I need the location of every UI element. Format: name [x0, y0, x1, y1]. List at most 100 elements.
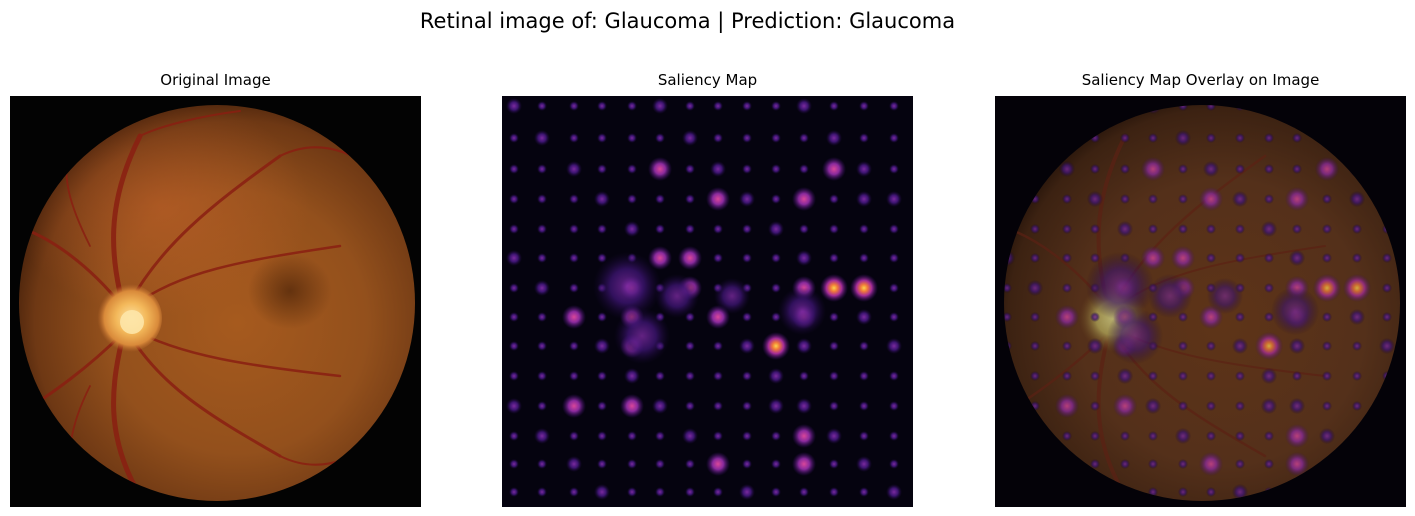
saliency-spot: [706, 187, 730, 211]
saliency-spot: [569, 224, 579, 234]
saliency-spot: [652, 98, 668, 114]
saliency-spot: [713, 224, 723, 234]
saliency-spot: [1289, 338, 1305, 354]
saliency-spot: [627, 487, 637, 497]
saliency-spot: [1343, 274, 1371, 302]
saliency-spot: [1113, 394, 1137, 418]
saliency-spot: [1292, 371, 1302, 381]
saliency-spot: [537, 487, 547, 497]
saliency-spot: [1322, 253, 1332, 263]
saliency-spot: [1352, 253, 1362, 263]
saliency-spot: [829, 224, 839, 234]
saliency-speckle-region: [1107, 308, 1163, 364]
saliency-spot: [1087, 338, 1103, 354]
saliency-spot: [1206, 224, 1216, 234]
saliency-spot: [1206, 401, 1216, 411]
saliency-spot: [1120, 164, 1130, 174]
saliency-spot: [1264, 194, 1274, 204]
saliency-spot: [682, 428, 698, 444]
saliency-spot: [1030, 224, 1040, 234]
saliency-spot: [799, 487, 809, 497]
saliency-spot: [537, 371, 547, 381]
saliency-spot: [1285, 424, 1309, 448]
saliency-spot: [1117, 368, 1133, 384]
saliency-spot: [1322, 371, 1332, 381]
saliency-spot: [1264, 133, 1274, 143]
saliency-spot: [1090, 164, 1100, 174]
saliency-spot: [1178, 224, 1188, 234]
saliency-spot: [886, 191, 902, 207]
saliency-spot: [1264, 283, 1274, 293]
saliency-spot: [1062, 341, 1072, 351]
saliency-spot: [537, 164, 547, 174]
macula: [248, 253, 332, 329]
saliency-spot: [1235, 401, 1245, 411]
panel-title-original: Original Image: [160, 71, 271, 89]
saliency-spot: [713, 101, 723, 111]
saliency-spot: [768, 398, 784, 414]
saliency-spot: [1203, 161, 1219, 177]
saliency-spot: [1030, 341, 1040, 351]
saliency-spot: [509, 341, 519, 351]
saliency-spot: [1145, 398, 1161, 414]
saliency-spot: [1178, 401, 1188, 411]
saliency-spot: [768, 221, 784, 237]
saliency-spot: [1382, 312, 1392, 322]
saliency-spot: [597, 164, 607, 174]
saliency-spot: [1235, 133, 1245, 143]
saliency-spot: [566, 456, 582, 472]
saliency-spot: [1292, 224, 1302, 234]
saliency-spot: [799, 371, 809, 381]
saliency-spot: [1062, 431, 1072, 441]
saliency-spot: [537, 253, 547, 263]
saliency-spot: [1206, 341, 1216, 351]
saliency-spot: [1264, 164, 1274, 174]
saliency-spot: [739, 338, 755, 354]
saliency-speckle-region: [714, 278, 750, 314]
panel-overlay: Saliency Map Overlay on Image: [995, 70, 1406, 507]
saliency-spot: [1352, 401, 1362, 411]
saliency-spot: [889, 401, 899, 411]
saliency-spot: [796, 398, 812, 414]
saliency-spot: [506, 98, 522, 114]
saliency-spot: [1322, 194, 1332, 204]
saliency-speckle-region: [1148, 274, 1192, 318]
saliency-spot: [739, 191, 755, 207]
saliency-spot: [1120, 431, 1130, 441]
saliency-spot: [826, 130, 842, 146]
saliency-spot: [597, 312, 607, 322]
original-retinal-image: [10, 96, 421, 507]
saliency-spot: [1148, 194, 1158, 204]
saliency-spot: [509, 133, 519, 143]
saliency-spot: [597, 431, 607, 441]
saliency-spot: [1206, 253, 1216, 263]
saliency-spot: [829, 101, 839, 111]
saliency-spot: [771, 194, 781, 204]
saliency-spot: [1292, 133, 1302, 143]
saliency-spot: [1232, 191, 1248, 207]
saliency-spot: [1062, 283, 1072, 293]
saliency-spot: [627, 459, 637, 469]
saliency-spot: [685, 101, 695, 111]
saliency-spot: [569, 133, 579, 143]
overlay-photo: [995, 96, 1406, 507]
saliency-spot: [1062, 371, 1072, 381]
saliency-spot: [1232, 338, 1248, 354]
saliency-spot: [1289, 250, 1305, 266]
saliency-spot: [509, 487, 519, 497]
saliency-spot: [655, 371, 665, 381]
saliency-spot: [1379, 338, 1395, 354]
saliency-spot: [509, 312, 519, 322]
saliency-spot: [742, 431, 752, 441]
saliency-spot: [1199, 452, 1223, 476]
saliency-spot: [597, 371, 607, 381]
saliency-spot: [624, 368, 640, 384]
saliency-speckle-region: [593, 252, 661, 320]
saliency-speckle-region: [614, 308, 670, 364]
saliency-spot: [1322, 341, 1332, 351]
saliency-spot: [889, 253, 899, 263]
saliency-spot: [678, 246, 702, 270]
saliency-spot: [1264, 431, 1274, 441]
figure-title: Retinal image of: Glaucoma | Prediction:…: [419, 9, 956, 33]
saliency-spot: [792, 452, 816, 476]
